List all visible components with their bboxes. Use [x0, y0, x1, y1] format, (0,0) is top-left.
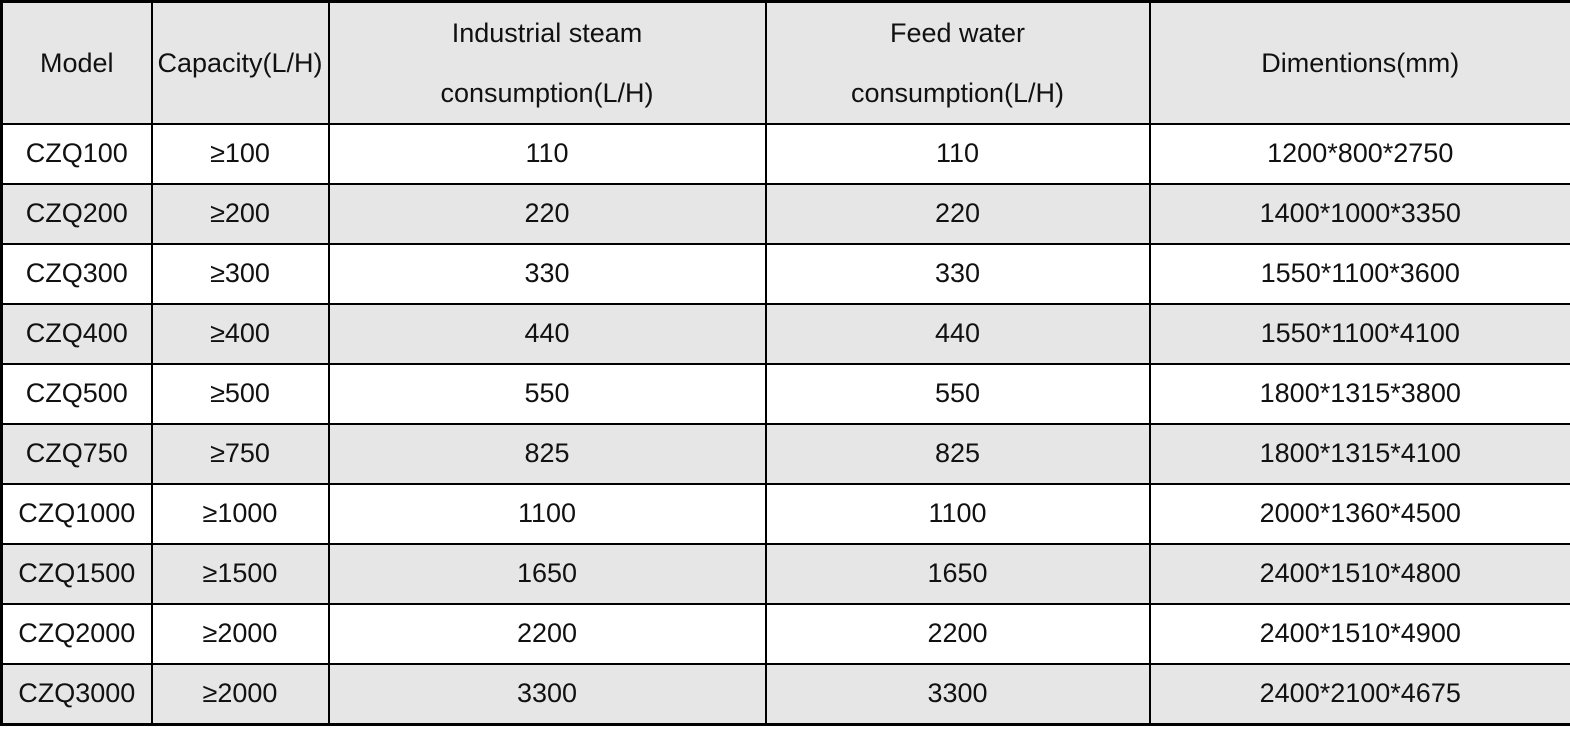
- cell-feed-water-consumption: 110: [764, 123, 1151, 185]
- cell-steam-consumption: 1650: [327, 543, 767, 605]
- cell-model: CZQ1000: [0, 483, 153, 545]
- cell-dimensions: 2400*1510*4800: [1148, 543, 1570, 605]
- cell-model: CZQ1500: [0, 543, 153, 605]
- cell-capacity: ≥100: [150, 123, 330, 185]
- cell-dimensions: 2400*1510*4900: [1148, 603, 1570, 665]
- cell-capacity: ≥400: [150, 303, 330, 365]
- cell-dimensions: 1800*1315*4100: [1148, 423, 1570, 485]
- table-row: CZQ400 ≥400 440 440 1550*1100*4100: [0, 303, 1570, 365]
- cell-model: CZQ750: [0, 423, 153, 485]
- cell-feed-water-consumption: 550: [764, 363, 1151, 425]
- cell-feed-water-consumption: 1100: [764, 483, 1151, 545]
- cell-model: CZQ200: [0, 183, 153, 245]
- cell-dimensions: 1200*800*2750: [1148, 123, 1570, 185]
- cell-capacity: ≥300: [150, 243, 330, 305]
- cell-model: CZQ100: [0, 123, 153, 185]
- cell-feed-water-consumption: 825: [764, 423, 1151, 485]
- cell-model: CZQ500: [0, 363, 153, 425]
- cell-capacity: ≥2000: [150, 603, 330, 665]
- cell-dimensions: 2000*1360*4500: [1148, 483, 1570, 545]
- cell-model: CZQ300: [0, 243, 153, 305]
- cell-steam-consumption: 3300: [327, 663, 767, 726]
- column-header-feed-water-consumption: Feed water consumption(L/H): [764, 0, 1151, 125]
- table-row: CZQ2000 ≥2000 2200 2200 2400*1510*4900: [0, 603, 1570, 665]
- cell-steam-consumption: 220: [327, 183, 767, 245]
- column-header-model: Model: [0, 0, 153, 125]
- cell-dimensions: 1550*1100*3600: [1148, 243, 1570, 305]
- cell-feed-water-consumption: 220: [764, 183, 1151, 245]
- cell-steam-consumption: 330: [327, 243, 767, 305]
- column-header-steam-consumption: Industrial steam consumption(L/H): [327, 0, 767, 125]
- cell-dimensions: 1800*1315*3800: [1148, 363, 1570, 425]
- table-row: CZQ300 ≥300 330 330 1550*1100*3600: [0, 243, 1570, 305]
- cell-model: CZQ2000: [0, 603, 153, 665]
- cell-capacity: ≥500: [150, 363, 330, 425]
- cell-capacity: ≥1500: [150, 543, 330, 605]
- cell-feed-water-consumption: 1650: [764, 543, 1151, 605]
- cell-model: CZQ3000: [0, 663, 153, 726]
- cell-steam-consumption: 110: [327, 123, 767, 185]
- table-row: CZQ500 ≥500 550 550 1800*1315*3800: [0, 363, 1570, 425]
- cell-steam-consumption: 1100: [327, 483, 767, 545]
- cell-feed-water-consumption: 2200: [764, 603, 1151, 665]
- cell-feed-water-consumption: 330: [764, 243, 1151, 305]
- cell-capacity: ≥2000: [150, 663, 330, 726]
- cell-steam-consumption: 550: [327, 363, 767, 425]
- table-row: CZQ200 ≥200 220 220 1400*1000*3350: [0, 183, 1570, 245]
- cell-capacity: ≥1000: [150, 483, 330, 545]
- column-header-capacity: Capacity(L/H): [150, 0, 330, 125]
- cell-steam-consumption: 440: [327, 303, 767, 365]
- cell-dimensions: 2400*2100*4675: [1148, 663, 1570, 726]
- header-row: Model Capacity(L/H) Industrial steam con…: [0, 0, 1570, 125]
- cell-capacity: ≥750: [150, 423, 330, 485]
- cell-dimensions: 1550*1100*4100: [1148, 303, 1570, 365]
- table-row: CZQ750 ≥750 825 825 1800*1315*4100: [0, 423, 1570, 485]
- cell-steam-consumption: 825: [327, 423, 767, 485]
- cell-model: CZQ400: [0, 303, 153, 365]
- table-row: CZQ1500 ≥1500 1650 1650 2400*1510*4800: [0, 543, 1570, 605]
- cell-steam-consumption: 2200: [327, 603, 767, 665]
- cell-feed-water-consumption: 3300: [764, 663, 1151, 726]
- table-row: CZQ3000 ≥2000 3300 3300 2400*2100*4675: [0, 663, 1570, 726]
- cell-dimensions: 1400*1000*3350: [1148, 183, 1570, 245]
- cell-capacity: ≥200: [150, 183, 330, 245]
- column-header-dimensions: Dimentions(mm): [1148, 0, 1570, 125]
- table-row: CZQ1000 ≥1000 1100 1100 2000*1360*4500: [0, 483, 1570, 545]
- table-row: CZQ100 ≥100 110 110 1200*800*2750: [0, 123, 1570, 185]
- cell-feed-water-consumption: 440: [764, 303, 1151, 365]
